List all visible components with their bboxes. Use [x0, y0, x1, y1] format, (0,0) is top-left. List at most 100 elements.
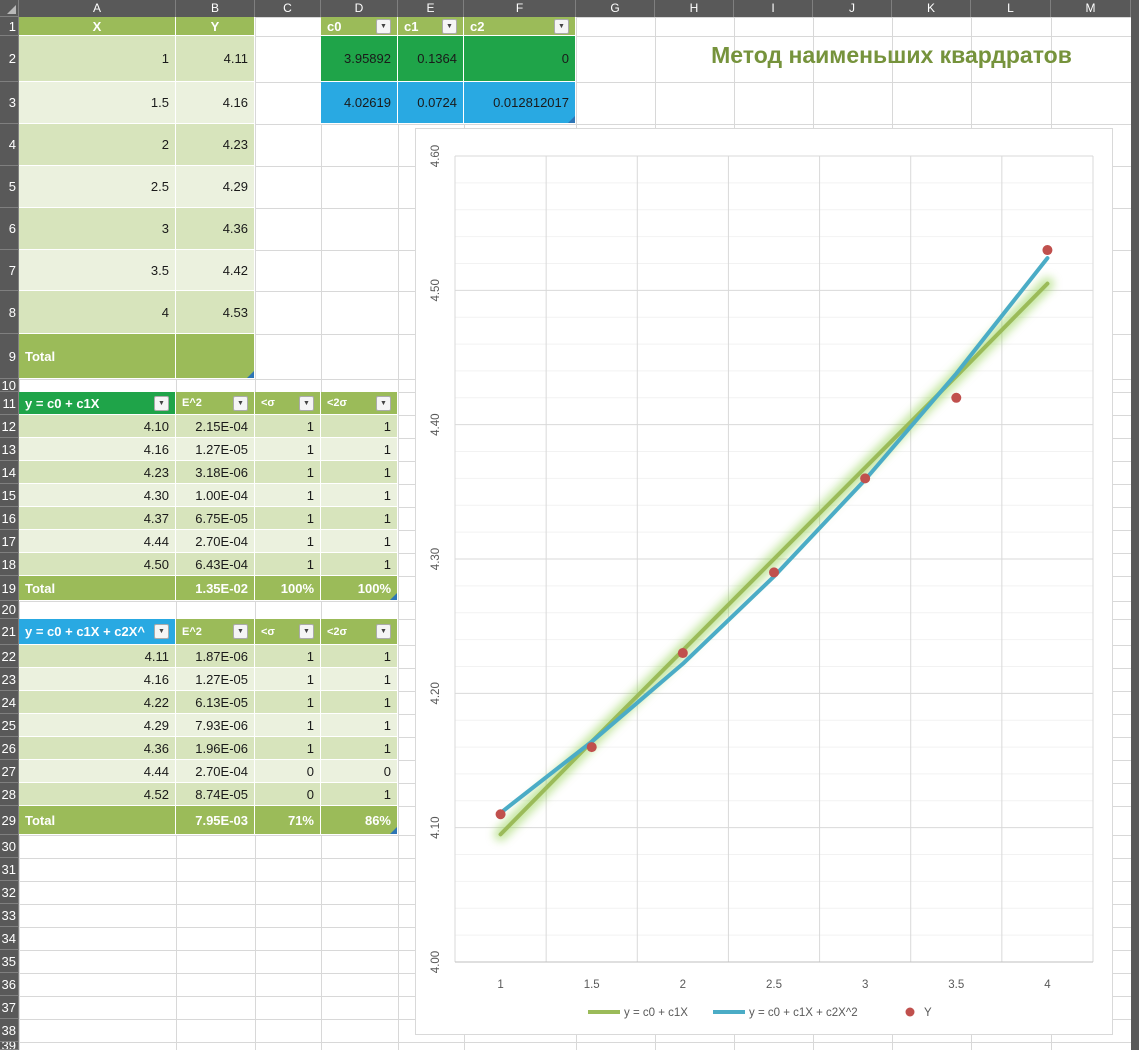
- fit-value[interactable]: 6.43E-04: [176, 553, 255, 576]
- y-value[interactable]: 4.53: [176, 291, 255, 334]
- fit-value[interactable]: 4.52: [19, 783, 176, 806]
- fit-value[interactable]: 4.11: [19, 645, 176, 668]
- column-header-D[interactable]: D: [321, 0, 398, 17]
- sigma-header[interactable]: <σ ▼: [255, 392, 321, 415]
- row-header-25[interactable]: 25: [0, 714, 19, 737]
- row-header-38[interactable]: 38: [0, 1019, 19, 1042]
- row-header-16[interactable]: 16: [0, 507, 19, 530]
- coef-quadratic-value[interactable]: 4.02619: [321, 82, 398, 124]
- fit-value[interactable]: 1: [321, 668, 398, 691]
- row-header-37[interactable]: 37: [0, 996, 19, 1019]
- e2-header[interactable]: E^2 ▼: [176, 619, 255, 645]
- row-header-31[interactable]: 31: [0, 858, 19, 881]
- scatter-point[interactable]: [951, 392, 962, 403]
- fit-value[interactable]: 4.16: [19, 438, 176, 461]
- fit-value[interactable]: 7.93E-06: [176, 714, 255, 737]
- row-header-17[interactable]: 17: [0, 530, 19, 553]
- column-header-L[interactable]: L: [971, 0, 1051, 17]
- total-sigma[interactable]: 71%: [255, 806, 321, 835]
- fit-value[interactable]: 4.23: [19, 461, 176, 484]
- fit-value[interactable]: 3.18E-06: [176, 461, 255, 484]
- sigma-header[interactable]: <σ ▼: [255, 619, 321, 645]
- fit-value[interactable]: 1.87E-06: [176, 645, 255, 668]
- legend-label[interactable]: Y: [924, 1007, 932, 1019]
- fit-value[interactable]: 4.29: [19, 714, 176, 737]
- total-sigma[interactable]: 100%: [255, 576, 321, 601]
- fit-value[interactable]: 1: [321, 737, 398, 760]
- legend-label[interactable]: y = c0 + c1X + c2X^2: [749, 1007, 858, 1019]
- fit-value[interactable]: 4.44: [19, 530, 176, 553]
- scatter-point[interactable]: [586, 742, 597, 753]
- fit-value[interactable]: 1: [321, 438, 398, 461]
- fit-value[interactable]: 1: [321, 691, 398, 714]
- fit-value[interactable]: 1.96E-06: [176, 737, 255, 760]
- column-header-C[interactable]: C: [255, 0, 321, 17]
- row-header-22[interactable]: 22: [0, 645, 19, 668]
- total-empty[interactable]: [176, 334, 255, 379]
- fit-value[interactable]: 4.22: [19, 691, 176, 714]
- y-value[interactable]: 4.36: [176, 208, 255, 250]
- fit-value[interactable]: 6.75E-05: [176, 507, 255, 530]
- row-header-35[interactable]: 35: [0, 950, 19, 973]
- fit-value[interactable]: 1: [255, 645, 321, 668]
- filter-dropdown-button[interactable]: ▼: [299, 395, 314, 411]
- row-header-3[interactable]: 3: [0, 82, 19, 124]
- x-value[interactable]: 3: [19, 208, 176, 250]
- total-e2[interactable]: 7.95E-03: [176, 806, 255, 835]
- row-header-14[interactable]: 14: [0, 461, 19, 484]
- filter-dropdown-button[interactable]: ▼: [154, 395, 169, 411]
- x-value[interactable]: 2.5: [19, 166, 176, 208]
- fit-value[interactable]: 4.30: [19, 484, 176, 507]
- total-label[interactable]: Total: [19, 334, 176, 379]
- scatter-point[interactable]: [677, 648, 688, 659]
- filter-dropdown-button[interactable]: ▼: [154, 624, 169, 639]
- row-header-36[interactable]: 36: [0, 973, 19, 996]
- fit-value[interactable]: 1: [321, 553, 398, 576]
- two-sigma-header[interactable]: <2σ ▼: [321, 619, 398, 645]
- scatter-point[interactable]: [1042, 245, 1053, 256]
- total-two-sigma[interactable]: 100%: [321, 576, 398, 601]
- fit-value[interactable]: 1: [321, 645, 398, 668]
- row-header-18[interactable]: 18: [0, 553, 19, 576]
- row-header-29[interactable]: 29: [0, 806, 19, 835]
- x-value[interactable]: 1: [19, 36, 176, 82]
- filter-dropdown-button[interactable]: ▼: [376, 18, 391, 34]
- fit-value[interactable]: 4.37: [19, 507, 176, 530]
- column-header-J[interactable]: J: [813, 0, 892, 17]
- row-header-13[interactable]: 13: [0, 438, 19, 461]
- row-header-6[interactable]: 6: [0, 208, 19, 250]
- table-resize-handle[interactable]: [247, 371, 254, 378]
- filter-dropdown-button[interactable]: ▼: [376, 395, 391, 411]
- row-header-19[interactable]: 19: [0, 576, 19, 601]
- row-header-32[interactable]: 32: [0, 881, 19, 904]
- fit-value[interactable]: 1: [321, 507, 398, 530]
- fit-value[interactable]: 8.74E-05: [176, 783, 255, 806]
- row-header-27[interactable]: 27: [0, 760, 19, 783]
- row-header-34[interactable]: 34: [0, 927, 19, 950]
- y-value[interactable]: 4.23: [176, 124, 255, 166]
- filter-dropdown-button[interactable]: ▼: [376, 624, 391, 639]
- fit-value[interactable]: 1: [321, 714, 398, 737]
- column-header-A[interactable]: A: [19, 0, 176, 17]
- row-header-5[interactable]: 5: [0, 166, 19, 208]
- row-header-26[interactable]: 26: [0, 737, 19, 760]
- x-value[interactable]: 3.5: [19, 250, 176, 291]
- coef-linear-value[interactable]: 0: [464, 36, 576, 82]
- total-label[interactable]: Total: [19, 806, 176, 835]
- fit-value[interactable]: 2.15E-04: [176, 415, 255, 438]
- fit-value[interactable]: 1: [321, 783, 398, 806]
- fit-value[interactable]: 1: [321, 484, 398, 507]
- fit-value[interactable]: 2.70E-04: [176, 530, 255, 553]
- total-two-sigma[interactable]: 86%: [321, 806, 398, 835]
- column-header-F[interactable]: F: [464, 0, 576, 17]
- fit-value[interactable]: 1: [255, 691, 321, 714]
- row-header-8[interactable]: 8: [0, 291, 19, 334]
- xy-header-y[interactable]: Y: [176, 17, 255, 36]
- row-header-12[interactable]: 12: [0, 415, 19, 438]
- row-header-4[interactable]: 4: [0, 124, 19, 166]
- column-header-H[interactable]: H: [655, 0, 734, 17]
- fit-value[interactable]: 4.10: [19, 415, 176, 438]
- scatter-point[interactable]: [769, 567, 779, 578]
- fit-value[interactable]: 2.70E-04: [176, 760, 255, 783]
- column-header-K[interactable]: K: [892, 0, 971, 17]
